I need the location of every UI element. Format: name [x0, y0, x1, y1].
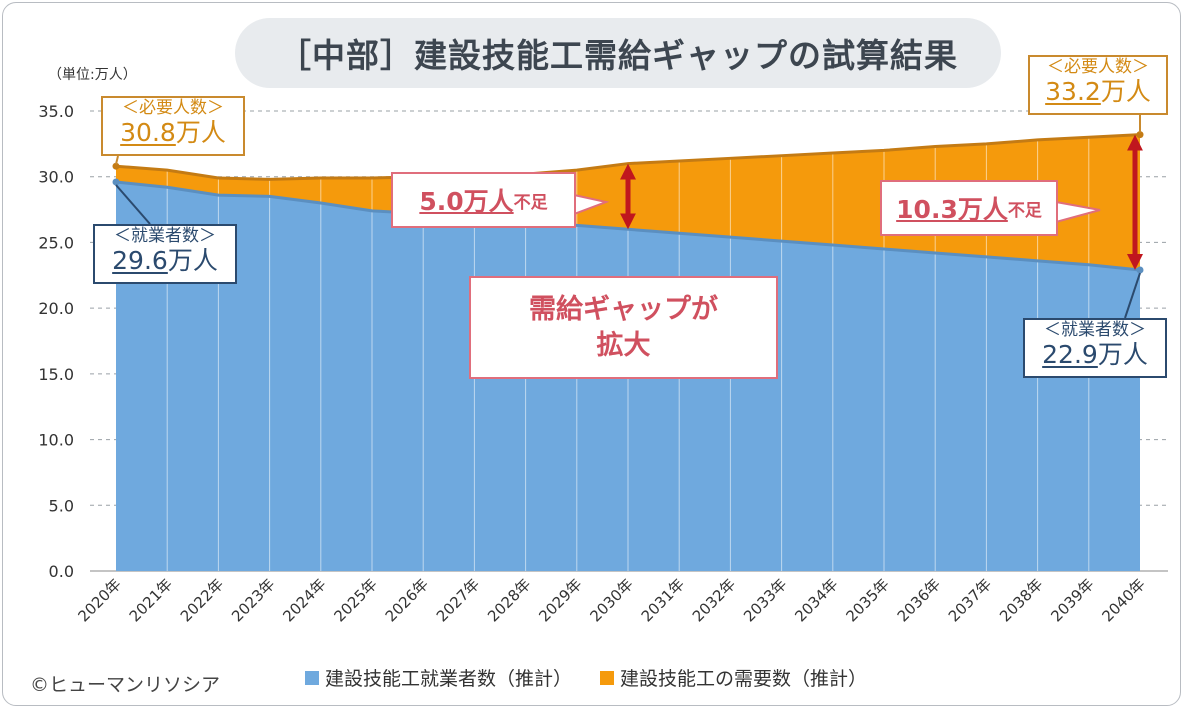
callout-unit: 万人 [175, 118, 226, 147]
callout-need-2020: ＜必要人数＞ 30.8万人 [101, 96, 245, 156]
callout-unit: 万人 [167, 246, 218, 275]
y-tick-label: 10.0 [38, 431, 74, 450]
callout-value: 29.6 [112, 246, 168, 275]
shortage-value: 10.3万人 [896, 195, 1008, 224]
callout-workers-2040: ＜就業者数＞ 22.9万人 [1023, 318, 1167, 378]
x-tick-label: 2037年 [945, 575, 995, 625]
endpoint-marker [112, 162, 120, 170]
gap-arrows [619, 134, 1144, 271]
shortage-suffix: 不足 [1007, 200, 1042, 221]
x-tick-label: 2024年 [279, 575, 329, 625]
x-tick-label: 2039年 [1047, 575, 1097, 625]
x-tick-label: 2020年 [74, 575, 124, 625]
callout-workers-2020: ＜就業者数＞ 29.6万人 [93, 224, 237, 284]
gap-expanding-box: 需給ギャップが 拡大 [469, 276, 778, 379]
y-tick-label: 20.0 [38, 299, 74, 318]
x-tick-label: 2029年 [535, 575, 585, 625]
legend-item-demand: 建設技能工の需要数（推計） [600, 664, 867, 691]
callout-unit: 万人 [1097, 340, 1148, 369]
callout-label: ＜就業者数＞ [1044, 320, 1146, 340]
legend-swatch [305, 670, 319, 685]
x-tick-label: 2025年 [330, 575, 380, 625]
y-tick-label: 15.0 [38, 365, 74, 384]
shortage-2040: 10.3万人 不足 [880, 180, 1058, 236]
x-axis-ticks: 2020年 2021年 2022年 2023年 2024年 2025年 2026年 2027年… [74, 575, 1148, 625]
x-tick-label: 2038年 [996, 575, 1046, 625]
legend-swatch [600, 670, 615, 685]
x-tick-label: 2040年 [1098, 575, 1148, 625]
endpoint-marker [112, 178, 120, 186]
y-tick-label: 5.0 [49, 496, 74, 515]
callout-label: ＜就業者数＞ [114, 226, 216, 246]
x-tick-label: 2035年 [842, 575, 892, 625]
leader-need-2020 [115, 155, 119, 165]
callout-label: ＜必要人数＞ [1047, 57, 1149, 77]
legend-label: 建設技能工の需要数（推計） [620, 668, 868, 690]
callout-unit: 万人 [1100, 77, 1151, 106]
x-tick-label: 2021年 [126, 575, 176, 625]
shortage-value: 5.0万人 [419, 187, 514, 216]
shortage-2030: 5.0万人 不足 [391, 172, 576, 228]
x-tick-label: 2033年 [740, 575, 790, 625]
y-tick-label: 0.0 [49, 562, 74, 581]
copyright: ©ヒューマンリソシア [30, 674, 221, 696]
unit-label: （単位:万人） [48, 67, 137, 83]
y-axis-ticks: 35.0 30.0 25.0 20.0 15.0 10.0 5.0 0.0 [38, 102, 74, 581]
leader-workers-2020 [115, 184, 151, 225]
y-tick-label: 30.0 [38, 168, 74, 187]
x-tick-label: 2032年 [689, 575, 739, 625]
x-tick-label: 2026年 [382, 575, 432, 625]
x-tick-label: 2027年 [433, 575, 483, 625]
x-tick-label: 2030年 [586, 575, 636, 625]
legend-item-workers: 建設技能工就業者数（推計） [305, 664, 572, 691]
callout-value: 33.2 [1045, 77, 1101, 106]
callout-need-2040: ＜必要人数＞ 33.2万人 [1028, 55, 1168, 115]
gap-line-1: 需給ギャップが [529, 293, 718, 325]
callout-leaders [115, 115, 1141, 319]
x-tick-label: 2036年 [894, 575, 944, 625]
x-tick-label: 2023年 [228, 575, 278, 625]
y-tick-label: 35.0 [38, 102, 74, 121]
x-tick-label: 2022年 [177, 575, 227, 625]
callout-value: 30.8 [120, 118, 176, 147]
leader-workers-2040 [1124, 272, 1141, 319]
callout-value: 22.9 [1042, 340, 1098, 369]
legend: 建設技能工就業者数（推計） 建設技能工の需要数（推計） [305, 664, 867, 691]
x-tick-label: 2031年 [638, 575, 688, 625]
gap-line-2: 拡大 [596, 329, 651, 361]
callout-label: ＜必要人数＞ [122, 98, 224, 118]
x-tick-label: 2034年 [791, 575, 841, 625]
shortage-suffix: 不足 [513, 192, 548, 213]
y-tick-label: 25.0 [38, 233, 74, 252]
legend-label: 建設技能工就業者数（推計） [325, 668, 573, 690]
x-tick-label: 2028年 [484, 575, 534, 625]
endpoint-marker [1136, 266, 1144, 274]
chart-title: ［中部］建設技能工需給ギャップの試算結果 [235, 18, 1001, 88]
